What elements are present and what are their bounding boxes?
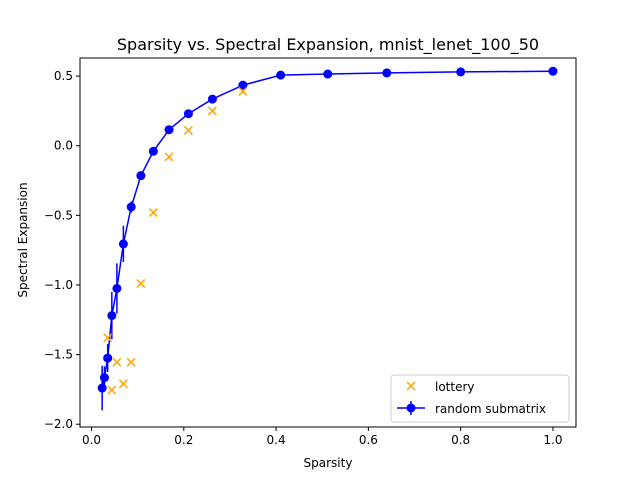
lottery-point-stroke bbox=[207, 106, 217, 116]
plot-clipped-group bbox=[97, 66, 558, 411]
legend-lottery-marker bbox=[406, 381, 416, 391]
legend-random-marker bbox=[397, 401, 425, 415]
random-submatrix-line bbox=[101, 70, 553, 389]
y-tick-label: 0.5 bbox=[54, 69, 73, 83]
random-submatrix-point bbox=[126, 202, 136, 212]
legend-random-label: random submatrix bbox=[435, 402, 546, 416]
random-submatrix-point bbox=[107, 311, 117, 321]
random-submatrix-point bbox=[97, 383, 107, 393]
legend-lottery-label: lottery bbox=[435, 380, 475, 394]
x-tick-label: 0.4 bbox=[267, 433, 286, 447]
lottery-point-stroke bbox=[126, 357, 136, 367]
random-submatrix-point bbox=[207, 94, 217, 104]
legend-random-point bbox=[406, 403, 416, 413]
random-submatrix-point bbox=[382, 68, 392, 78]
random-submatrix-point bbox=[164, 125, 174, 135]
legend: lottery random submatrix bbox=[390, 374, 570, 423]
random-submatrix-point bbox=[112, 283, 122, 293]
random-submatrix-point bbox=[238, 80, 248, 90]
legend-frame bbox=[390, 374, 570, 423]
lottery-point bbox=[126, 357, 136, 367]
lottery-point bbox=[107, 385, 117, 395]
lottery-point-stroke bbox=[183, 125, 193, 135]
y-tick-label: 0.0 bbox=[54, 139, 73, 153]
y-tick-label: −1.0 bbox=[44, 278, 73, 292]
axes: 0.0 0.2 0.4 0.6 0.8 1.0 −2.0 −1.5 −1.0 −0.5 0.0 0.5 bbox=[44, 57, 577, 447]
axes-frame bbox=[79, 57, 577, 428]
random-submatrix-point bbox=[456, 67, 466, 77]
lottery-point-stroke bbox=[107, 385, 117, 395]
lottery-point-stroke bbox=[136, 279, 146, 289]
lottery-point-stroke bbox=[148, 208, 158, 218]
x-tick-label: 0.0 bbox=[82, 433, 101, 447]
x-tick-label: 0.6 bbox=[359, 433, 378, 447]
x-tick-label: 1.0 bbox=[543, 433, 562, 447]
y-tick-label: −1.5 bbox=[44, 348, 73, 362]
lottery-point bbox=[183, 125, 193, 135]
lottery-point-stroke bbox=[238, 86, 248, 96]
lottery-point-stroke bbox=[118, 379, 128, 389]
legend-lottery-stroke bbox=[406, 381, 416, 391]
plot-area bbox=[97, 66, 558, 411]
lottery-point bbox=[207, 106, 217, 116]
lottery-point bbox=[164, 152, 174, 162]
random-submatrix-point bbox=[276, 70, 286, 80]
y-tick-label: −0.5 bbox=[44, 208, 73, 222]
lottery-point bbox=[118, 379, 128, 389]
lottery-point-stroke bbox=[103, 333, 113, 343]
random-submatrix-point bbox=[99, 373, 109, 383]
y-tick-label: −2.0 bbox=[44, 417, 73, 431]
lottery-point bbox=[112, 357, 122, 367]
random-submatrix-point bbox=[103, 353, 113, 363]
chart-title: Sparsity vs. Spectral Expansion, mnist_l… bbox=[117, 35, 539, 55]
random-submatrix-point bbox=[148, 146, 158, 156]
lottery-point-stroke bbox=[112, 357, 122, 367]
lottery-point bbox=[136, 279, 146, 289]
x-tick-label: 0.8 bbox=[451, 433, 470, 447]
lottery-point bbox=[238, 86, 248, 96]
random-submatrix-point bbox=[136, 171, 146, 181]
y-axis-label: Spectral Expansion bbox=[16, 182, 30, 297]
random-submatrix-point bbox=[548, 66, 558, 76]
random-submatrix-point bbox=[183, 109, 193, 119]
random-submatrix-point bbox=[118, 239, 128, 249]
lottery-point bbox=[103, 333, 113, 343]
random-submatrix-point bbox=[323, 69, 333, 79]
x-tick-label: 0.2 bbox=[174, 433, 193, 447]
x-axis-label: Sparsity bbox=[304, 456, 353, 470]
lottery-point bbox=[148, 208, 158, 218]
lottery-point-stroke bbox=[164, 152, 174, 162]
